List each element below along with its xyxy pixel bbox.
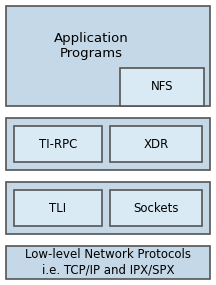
Text: Application
Programs: Application Programs (54, 32, 129, 60)
Bar (6, 6, 210, 106)
Text: TLI: TLI (49, 201, 67, 215)
Bar (6, 182, 210, 234)
Text: Sockets: Sockets (133, 201, 179, 215)
Bar (14, 190, 102, 226)
Text: NFS: NFS (151, 80, 173, 93)
Text: TI-RPC: TI-RPC (39, 137, 77, 150)
Bar (6, 118, 210, 170)
Text: XDR: XDR (143, 137, 169, 150)
Text: Low-level Network Protocols
i.e. TCP/IP and IPX/SPX: Low-level Network Protocols i.e. TCP/IP … (25, 249, 191, 276)
Bar (110, 126, 202, 162)
Bar (120, 68, 204, 106)
Bar (6, 246, 210, 279)
Bar (14, 126, 102, 162)
Bar (110, 190, 202, 226)
